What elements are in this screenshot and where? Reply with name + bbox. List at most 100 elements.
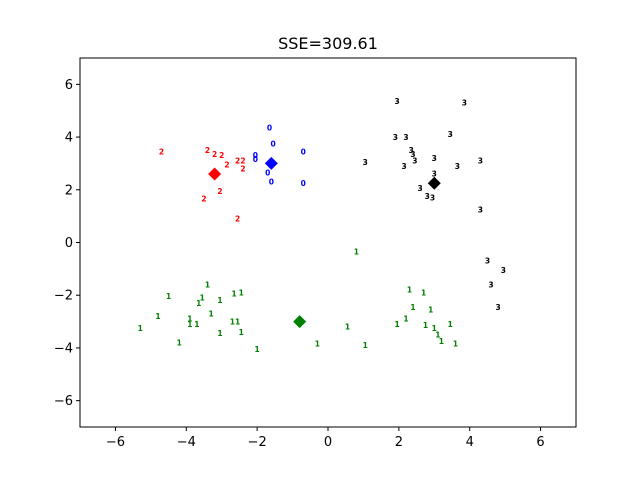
data-point-cluster-1: 1 <box>423 321 428 330</box>
x-axis: −6 −4 −2 0 2 4 6 <box>106 427 545 450</box>
data-point-cluster-1: 1 <box>177 338 182 347</box>
data-point-cluster-1: 1 <box>255 345 260 354</box>
data-point-cluster-1: 1 <box>208 309 213 318</box>
data-point-cluster-3: 3 <box>485 257 490 266</box>
data-point-cluster-1: 1 <box>403 315 408 324</box>
data-point-cluster-3: 3 <box>430 193 435 202</box>
data-point-cluster-0: 0 <box>253 155 258 164</box>
data-point-cluster-2: 2 <box>159 147 164 156</box>
y-tick-label: −6 <box>54 394 73 409</box>
y-tick-label: 6 <box>65 78 73 93</box>
data-point-cluster-2: 2 <box>219 151 224 160</box>
data-point-cluster-3: 3 <box>402 162 407 171</box>
data-point-cluster-3: 3 <box>393 133 398 142</box>
data-point-cluster-1: 1 <box>166 292 171 301</box>
data-point-cluster-1: 1 <box>448 320 453 329</box>
data-point-cluster-0: 0 <box>301 147 306 156</box>
data-point-cluster-3: 3 <box>462 99 467 108</box>
data-point-cluster-1: 1 <box>196 299 201 308</box>
data-point-cluster-1: 1 <box>354 247 359 256</box>
centroid-diamond-2 <box>208 167 222 181</box>
data-point-cluster-3: 3 <box>403 133 408 142</box>
y-axis: −6 −4 −2 0 2 4 6 <box>54 78 80 409</box>
data-point-cluster-3: 3 <box>478 156 483 165</box>
data-point-cluster-3: 3 <box>363 158 368 167</box>
centroid-diamond-3 <box>427 176 441 190</box>
chart-title: SSE=309.61 <box>278 34 378 53</box>
data-point-cluster-0: 0 <box>269 178 274 187</box>
data-point-cluster-1: 1 <box>232 290 237 299</box>
y-tick-label: −4 <box>54 341 73 356</box>
centroid-markers <box>208 156 441 329</box>
data-point-cluster-2: 2 <box>224 160 229 169</box>
data-point-cluster-1: 1 <box>453 340 458 349</box>
data-point-cluster-3: 3 <box>394 97 399 106</box>
data-point-cluster-2: 2 <box>240 156 245 165</box>
data-point-cluster-2: 2 <box>217 187 222 196</box>
y-tick-label: 4 <box>65 131 73 146</box>
data-point-cluster-1: 1 <box>421 288 426 297</box>
data-point-cluster-1: 1 <box>235 317 240 326</box>
data-point-cluster-2: 2 <box>212 150 217 159</box>
data-point-cluster-0: 0 <box>267 124 272 133</box>
data-point-cluster-0: 0 <box>301 179 306 188</box>
data-point-cluster-2: 2 <box>201 195 206 204</box>
data-point-cluster-1: 1 <box>239 328 244 337</box>
data-point-cluster-1: 1 <box>439 337 444 346</box>
data-point-cluster-1: 1 <box>217 329 222 338</box>
data-point-cluster-3: 3 <box>418 184 423 193</box>
x-tick-label: 6 <box>536 435 544 450</box>
data-point-cluster-2: 2 <box>235 156 240 165</box>
x-tick-label: −6 <box>106 435 125 450</box>
data-point-cluster-1: 1 <box>394 320 399 329</box>
data-point-cluster-3: 3 <box>432 170 437 179</box>
plot-frame <box>79 57 577 428</box>
data-point-cluster-1: 1 <box>138 324 143 333</box>
data-point-cluster-1: 1 <box>194 320 199 329</box>
data-point-cluster-1: 1 <box>205 280 210 289</box>
data-point-cluster-3: 3 <box>455 162 460 171</box>
x-tick-label: 2 <box>395 435 403 450</box>
x-tick-label: 4 <box>466 435 474 450</box>
data-point-cluster-1: 1 <box>428 305 433 314</box>
data-point-cluster-1: 1 <box>345 323 350 332</box>
data-point-cluster-0: 0 <box>265 168 270 177</box>
data-point-cluster-1: 1 <box>363 341 368 350</box>
data-point-cluster-2: 2 <box>240 164 245 173</box>
data-point-cluster-1: 1 <box>410 303 415 312</box>
data-point-cluster-1: 1 <box>432 324 437 333</box>
data-point-cluster-1: 1 <box>230 317 235 326</box>
data-point-cluster-1: 1 <box>239 288 244 297</box>
data-point-cluster-1: 1 <box>407 286 412 295</box>
data-point-cluster-3: 3 <box>425 192 430 201</box>
data-point-cluster-3: 3 <box>409 146 414 155</box>
x-tick-label: −2 <box>248 435 267 450</box>
data-point-cluster-1: 1 <box>315 340 320 349</box>
data-point-cluster-0: 0 <box>270 139 275 148</box>
data-point-cluster-1: 1 <box>200 294 205 303</box>
data-point-cluster-1: 1 <box>155 312 160 321</box>
data-point-cluster-3: 3 <box>432 154 437 163</box>
data-point-cluster-0: 0 <box>253 151 258 160</box>
data-point-cluster-1: 1 <box>187 320 192 329</box>
data-point-cluster-3: 3 <box>448 130 453 139</box>
data-point-cluster-3: 3 <box>412 156 417 165</box>
data-point-cluster-2: 2 <box>235 214 240 223</box>
x-tick-label: 0 <box>324 435 332 450</box>
x-tick-label: −4 <box>177 435 196 450</box>
data-point-cluster-3: 3 <box>410 150 415 159</box>
centroid-diamond-0 <box>264 156 278 170</box>
centroid-diamond-1 <box>293 315 307 329</box>
y-tick-label: −2 <box>54 289 73 304</box>
data-point-cluster-1: 1 <box>435 330 440 339</box>
data-point-cluster-3: 3 <box>495 303 500 312</box>
y-tick-label: 0 <box>65 236 73 251</box>
data-point-cluster-3: 3 <box>478 205 483 214</box>
data-point-cluster-1: 1 <box>217 296 222 305</box>
data-point-cluster-3: 3 <box>501 266 506 275</box>
data-point-cluster-3: 3 <box>488 280 493 289</box>
y-tick-label: 2 <box>65 183 73 198</box>
